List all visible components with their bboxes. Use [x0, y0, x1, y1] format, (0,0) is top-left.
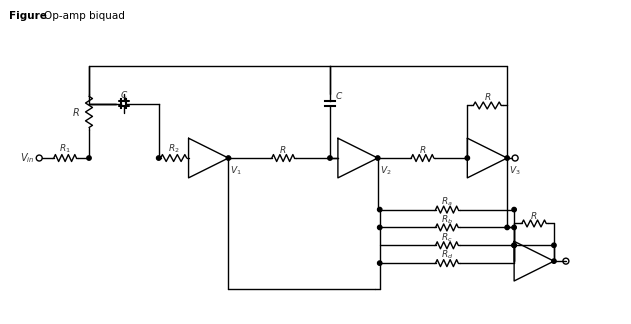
- Text: Figure: Figure: [9, 11, 47, 21]
- Circle shape: [512, 243, 516, 248]
- Circle shape: [377, 261, 382, 265]
- Circle shape: [375, 156, 380, 160]
- Circle shape: [551, 259, 556, 263]
- Text: $R$: $R$: [530, 210, 538, 221]
- Text: $C$: $C$: [335, 90, 343, 101]
- Circle shape: [551, 243, 556, 248]
- Circle shape: [465, 156, 469, 160]
- Circle shape: [505, 225, 509, 230]
- Text: $R_a$: $R_a$: [441, 195, 453, 208]
- Circle shape: [226, 156, 230, 160]
- Text: $V_3$: $V_3$: [509, 165, 521, 177]
- Text: $R$: $R$: [483, 91, 491, 102]
- Text: $R_b$: $R_b$: [441, 213, 453, 226]
- Text: $R$: $R$: [419, 144, 426, 155]
- Circle shape: [505, 156, 509, 160]
- Text: $C$: $C$: [120, 89, 128, 100]
- Text: $R_c$: $R_c$: [441, 231, 453, 244]
- Circle shape: [512, 243, 516, 248]
- Text: $V_2$: $V_2$: [380, 165, 391, 177]
- Circle shape: [377, 225, 382, 230]
- Text: $R$: $R$: [72, 106, 80, 118]
- Circle shape: [512, 207, 516, 212]
- Text: $R$: $R$: [280, 144, 287, 155]
- Text: $R_1$: $R_1$: [59, 143, 71, 156]
- Circle shape: [377, 207, 382, 212]
- Text: Op-amp biquad: Op-amp biquad: [44, 11, 125, 21]
- Text: $V_{in}$: $V_{in}$: [20, 151, 34, 165]
- Circle shape: [512, 225, 516, 230]
- Circle shape: [87, 156, 91, 160]
- Circle shape: [156, 156, 161, 160]
- Text: $R_d$: $R_d$: [440, 249, 453, 261]
- Circle shape: [327, 156, 332, 160]
- Text: $V_1$: $V_1$: [230, 165, 242, 177]
- Text: $R_2$: $R_2$: [168, 143, 179, 156]
